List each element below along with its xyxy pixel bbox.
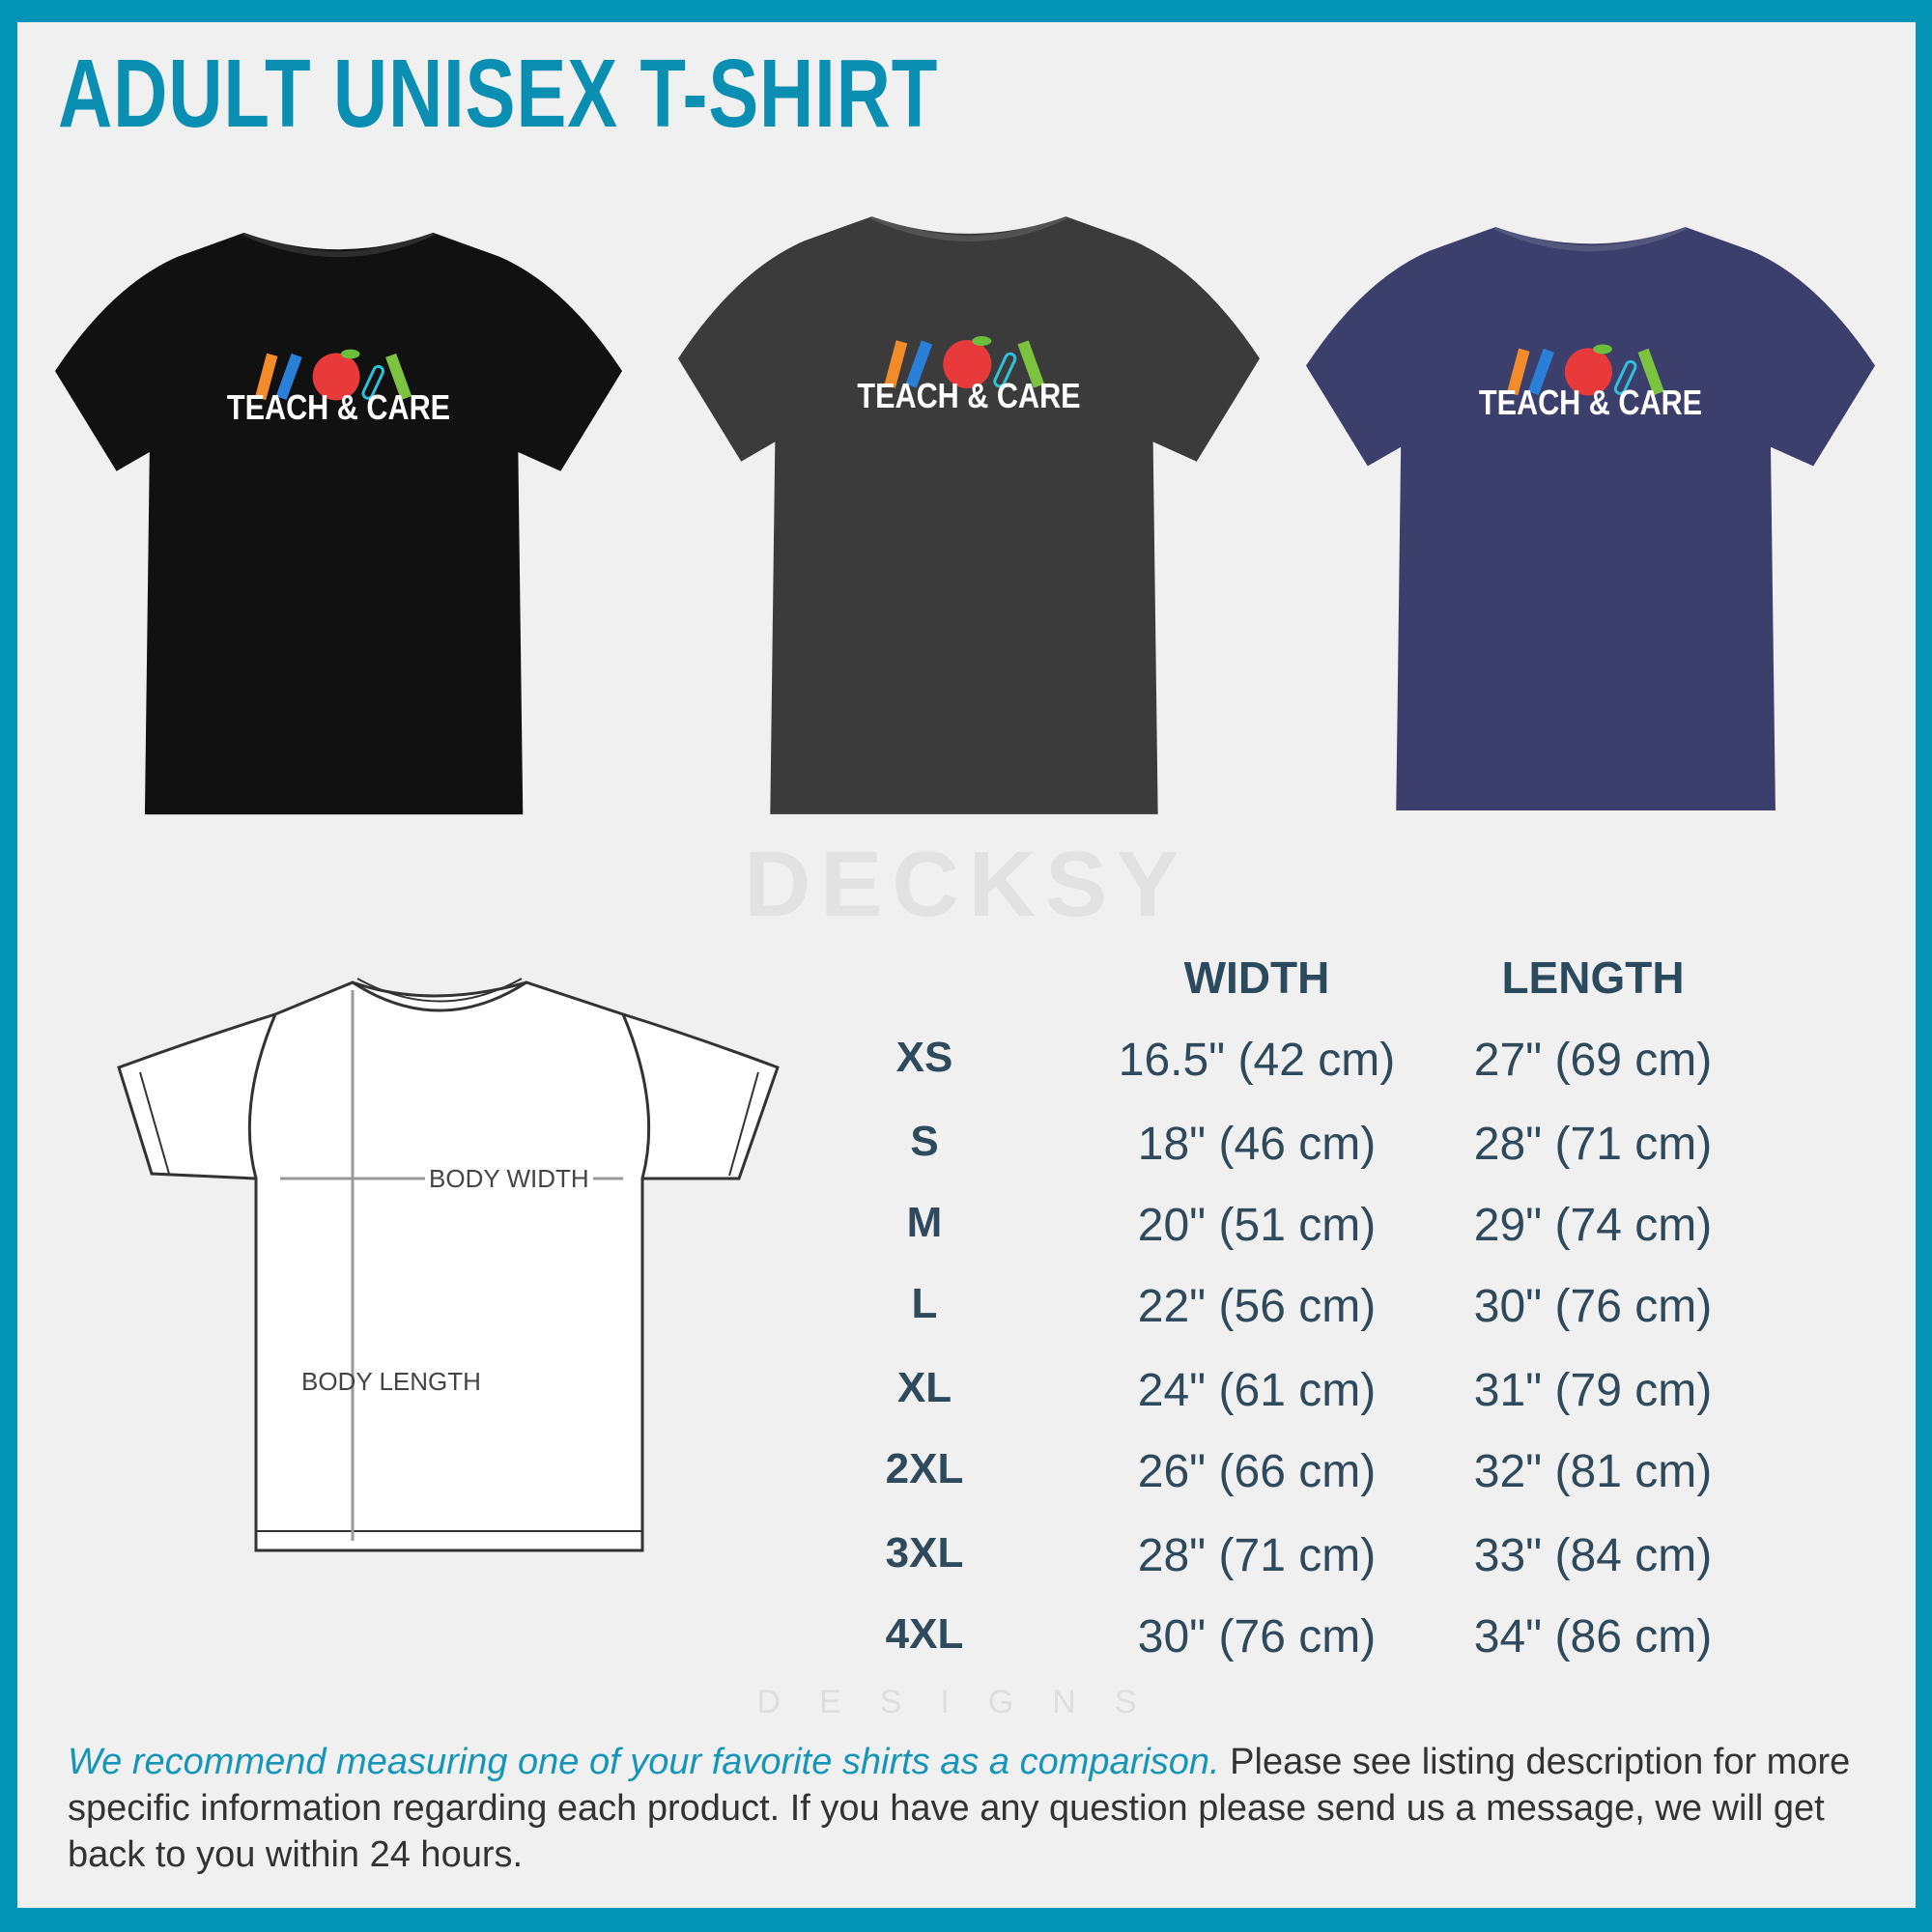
size-label: 4XL (885, 1610, 964, 1658)
width-value: 26" (66 cm) (1137, 1446, 1377, 1497)
table-row: S 18" (46 cm) 28" (71 cm) (0, 1118, 1932, 1185)
table-row: XL 24" (61 cm) 31" (79 cm) (0, 1364, 1932, 1432)
width-value: 30" (76 cm) (1137, 1611, 1377, 1662)
width-value: 16.5" (42 cm) (1118, 1035, 1396, 1086)
footer-note: We recommend measuring one of your favor… (68, 1739, 1864, 1878)
length-value: 34" (86 cm) (1473, 1611, 1713, 1662)
watermark-subtext: DESIGNS (756, 1684, 1176, 1720)
body-width-label: BODY WIDTH (425, 1164, 593, 1194)
size-label: 2XL (885, 1445, 964, 1492)
size-label: 3XL (885, 1529, 964, 1577)
size-diagram-shirt (117, 978, 780, 1552)
crayon-apple-graphic (883, 335, 1044, 388)
footer-text: Please see listing description for more … (68, 1742, 1851, 1875)
width-value: 24" (61 cm) (1137, 1365, 1377, 1416)
width-value: 20" (51 cm) (1137, 1200, 1377, 1251)
header-length: LENGTH (1501, 952, 1685, 1003)
size-label: XL (896, 1364, 952, 1411)
crayon-apple-graphic (255, 349, 412, 401)
watermark-logo: DECKSY (743, 833, 1189, 936)
length-value: 28" (71 cm) (1473, 1119, 1713, 1170)
size-label: L (911, 1280, 938, 1327)
table-row: M 20" (51 cm) 29" (74 cm) (0, 1199, 1932, 1266)
shirt-print-text: TEACH & CARE (1478, 382, 1703, 422)
table-row: L 22" (56 cm) 30" (76 cm) (0, 1280, 1932, 1348)
width-value: 22" (56 cm) (1137, 1281, 1377, 1332)
product-shirt: TEACH & CARE (1306, 222, 1875, 815)
width-value: 18" (46 cm) (1137, 1119, 1377, 1170)
body-length-label: BODY LENGTH (301, 1367, 481, 1396)
table-row: 2XL 26" (66 cm) 32" (81 cm) (0, 1445, 1932, 1513)
header-width: WIDTH (1183, 952, 1330, 1003)
length-value: 27" (69 cm) (1473, 1035, 1713, 1086)
footer-highlight: We recommend measuring one of your favor… (68, 1742, 1220, 1782)
width-value: 28" (71 cm) (1137, 1530, 1377, 1581)
length-value: 33" (84 cm) (1473, 1530, 1713, 1581)
table-row: 3XL 28" (71 cm) 33" (84 cm) (0, 1529, 1932, 1597)
shirt-print-text: TEACH & CARE (226, 387, 451, 428)
length-value: 32" (81 cm) (1473, 1446, 1713, 1497)
length-value: 31" (79 cm) (1473, 1365, 1713, 1416)
table-row: 4XL 30" (76 cm) 34" (86 cm) (0, 1610, 1932, 1678)
size-label: S (910, 1118, 939, 1165)
length-value: 29" (74 cm) (1473, 1200, 1713, 1251)
crayon-apple-graphic (1507, 344, 1664, 396)
page-title: ADULT UNISEX T-SHIRT (58, 40, 939, 148)
size-label: XS (895, 1034, 953, 1081)
table-row: XS 16.5" (42 cm) 27" (69 cm) (0, 1034, 1932, 1101)
product-shirt: TEACH & CARE (55, 228, 622, 819)
size-label: M (906, 1199, 943, 1246)
product-shirt: TEACH & CARE (678, 212, 1260, 819)
length-value: 30" (76 cm) (1473, 1281, 1713, 1332)
shirt-print-text: TEACH & CARE (857, 375, 1081, 415)
